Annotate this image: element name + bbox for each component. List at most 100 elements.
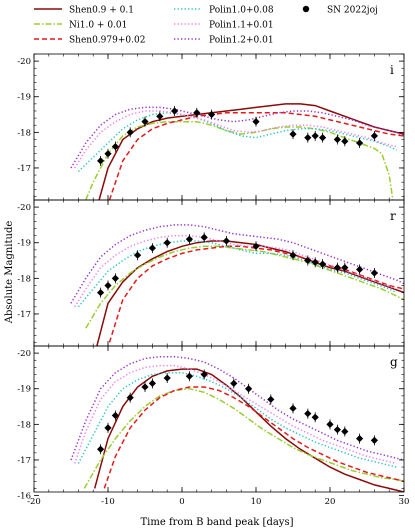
panel-frame-g (33, 345, 405, 493)
series-line-ni1-0-0-01-g (83, 387, 404, 489)
observation-point-i (319, 134, 327, 142)
observation-point-g (141, 383, 149, 391)
observation-point-r (304, 256, 312, 265)
series-line-shen0-9-0-1-r (96, 240, 404, 346)
y-tick-label-i: -17 (17, 164, 31, 174)
observation-point-i (370, 132, 378, 140)
observation-point-r (104, 281, 112, 290)
band-label-r: r (390, 209, 396, 223)
series-line-shen0-979-0-02-r (108, 245, 404, 343)
legend-label-shen0-9-0-1: Shen0.9 + 0.1 (69, 6, 134, 16)
y-tick-label-r: -20 (17, 203, 31, 213)
y-tick-label-r: -19 (17, 239, 31, 249)
x-tick-label: 20 (325, 497, 336, 507)
observation-point-g (97, 445, 105, 453)
observation-point-i (311, 132, 319, 140)
observation-point-r (341, 264, 349, 272)
observation-point-r (370, 269, 378, 277)
observation-point-g (267, 395, 275, 404)
y-tick-label-g: -19 (17, 385, 31, 395)
observation-point-r (311, 258, 319, 266)
panel-g: -20-19-18-17-16-20 -10 0 10 20 30g (17, 345, 410, 507)
series-line-polin1-0-0-08-i (77, 112, 397, 173)
panel-plot-area-g (70, 355, 404, 492)
observation-point-i (356, 139, 364, 147)
legend-label-shen0-979-0-02: Shen0.979+0.02 (69, 36, 145, 46)
observation-point-g (289, 404, 297, 412)
observation-point-i (126, 128, 134, 136)
observation-point-g (230, 379, 238, 387)
observation-point-g (311, 413, 319, 421)
observation-point-r (163, 239, 171, 247)
observation-point-r (97, 288, 105, 297)
panel-i: -20 -19 -18 -17 i (17, 53, 405, 201)
observation-point-r (185, 235, 193, 243)
y-tick-label-r: -18 (17, 274, 31, 284)
legend: Shen0.9 + 0.1 Ni1.0 + 0.01 Shen0.979+0.02 P… (34, 6, 378, 46)
legend-label-polin1-0-0-08: Polin1.0+0.08 (209, 6, 274, 16)
observation-point-i (333, 135, 341, 144)
series-line-ni1-0-0-01-i (85, 120, 394, 200)
panels: -20 -19 -18 -17 i -20 -19 -18 -17 r -20 -19 -18 -17 -1… (17, 53, 410, 507)
series-line-shen0-9-0-1-g (93, 368, 404, 492)
legend-label-polin1-1-0-01: Polin1.1+0.01 (209, 21, 274, 31)
observation-point-g (356, 434, 364, 443)
series-line-polin1-0-0-08-r (77, 240, 397, 308)
series-line-polin1-1-0-01-g (73, 364, 397, 465)
observation-point-r (134, 251, 142, 259)
panel-plot-area-r (70, 224, 404, 346)
observation-point-g (245, 385, 253, 393)
observation-point-r (148, 244, 156, 252)
x-tick-label: -10 (101, 497, 115, 507)
series-line-polin1-2-0-01-r (70, 224, 404, 304)
observation-point-i (304, 134, 312, 142)
observation-point-r (356, 265, 364, 274)
band-label-i: i (390, 63, 394, 77)
series-line-polin1-1-0-01-r (74, 234, 397, 308)
observation-point-g (370, 436, 378, 444)
observation-point-i (252, 118, 260, 126)
x-tick-label: 10 (251, 497, 262, 507)
y-tick-label-i: -18 (17, 128, 31, 138)
observation-point-i (156, 112, 164, 120)
observation-point-g (185, 372, 193, 380)
x-tick-label: 30 (399, 497, 410, 507)
x-tick-label: 0 (179, 497, 184, 507)
panel-r: -20 -19 -18 -17 r (17, 199, 405, 347)
legend-marker-sn-2022joj (302, 5, 310, 13)
series-line-polin1-2-0-01-g (70, 355, 404, 461)
observation-point-i (111, 142, 119, 151)
y-tick-label-g: -18 (17, 420, 31, 430)
observation-point-g (326, 420, 334, 428)
observation-point-g (104, 424, 112, 432)
panel-frame-i (33, 53, 405, 201)
observation-point-i (341, 137, 349, 145)
panel-plot-area-i (70, 103, 404, 200)
observation-point-g (111, 411, 119, 420)
observation-point-r (319, 260, 327, 268)
observation-point-r (289, 251, 297, 259)
observation-point-g (126, 394, 134, 402)
observation-point-r (222, 237, 230, 245)
observation-point-i (97, 157, 105, 165)
observation-point-i (141, 118, 149, 126)
observation-point-g (163, 374, 171, 382)
observation-point-i (171, 107, 179, 115)
observation-point-g (333, 426, 341, 434)
legend-label-polin1-2-0-01: Polin1.2+0.01 (209, 36, 274, 46)
observation-point-g (304, 410, 312, 418)
y-axis-label: Absolute Magnitude (4, 221, 15, 325)
y-tick-label-i: -20 (17, 57, 31, 67)
series-line-shen0-979-0-02-i (108, 112, 404, 200)
x-tick-label: -20 (27, 497, 41, 507)
series-line-ni1-0-0-01-r (85, 245, 404, 329)
y-tick-label-r: -17 (17, 310, 31, 320)
observation-point-g (200, 370, 208, 379)
observation-point-i (289, 130, 297, 138)
x-axis-label: Time from B band peak [days] (141, 517, 294, 528)
series-line-polin1-1-0-01-i (74, 110, 397, 169)
y-tick-label-i: -19 (17, 93, 31, 103)
observation-point-g (341, 427, 349, 436)
observation-point-r (111, 274, 119, 282)
